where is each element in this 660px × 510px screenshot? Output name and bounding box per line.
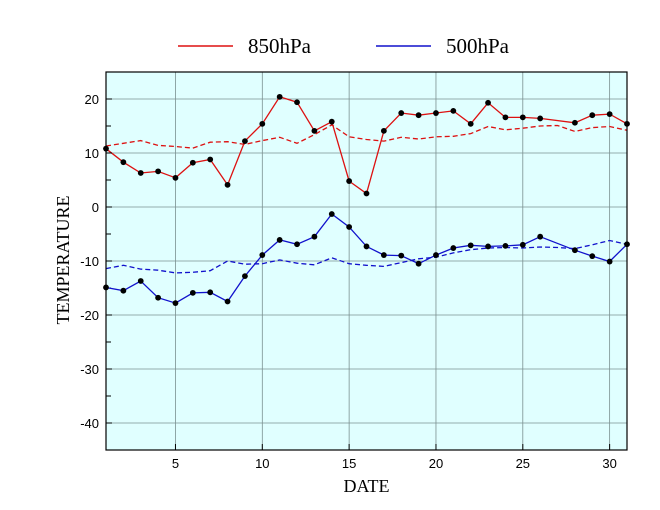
- series-dashed-3: [105, 239, 628, 274]
- data-point: [259, 120, 266, 127]
- data-point: [606, 111, 613, 118]
- data-point: [450, 107, 457, 114]
- data-point: [172, 300, 179, 307]
- axis-ticks: 5 10 15 20 25 30 20 10 0 -10 -20 -30 -40: [80, 92, 617, 471]
- grid-lines: [106, 72, 627, 450]
- data-point: [155, 168, 162, 175]
- legend-label: 850hPa: [248, 34, 312, 58]
- data-point: [294, 241, 300, 248]
- x-tick-label: 5: [172, 456, 179, 471]
- data-point: [189, 159, 196, 166]
- data-point: [467, 120, 474, 127]
- data-point: [242, 273, 248, 280]
- data-point: [502, 242, 509, 249]
- data-point: [467, 242, 474, 249]
- data-point: [380, 127, 387, 134]
- x-tick-label: 10: [255, 456, 269, 471]
- data-point: [363, 190, 370, 197]
- series-line: [105, 124, 628, 149]
- data-point: [415, 260, 422, 267]
- data-point: [207, 289, 214, 296]
- y-tick-label: 20: [85, 92, 99, 107]
- data-point: [433, 252, 439, 258]
- data-point: [328, 211, 335, 217]
- y-tick-label: -20: [80, 308, 99, 323]
- series-500hPa-1: [103, 211, 630, 307]
- series-line: [105, 213, 628, 304]
- series-layer: [103, 93, 630, 307]
- data-point: [450, 245, 457, 251]
- data-point: [363, 243, 370, 250]
- data-point: [276, 237, 283, 243]
- data-point: [137, 278, 144, 284]
- data-point: [398, 252, 405, 259]
- data-point: [259, 252, 266, 258]
- y-tick-label: 0: [92, 200, 99, 215]
- series-line: [105, 239, 628, 274]
- data-point: [485, 99, 491, 106]
- data-point: [346, 178, 353, 184]
- y-tick-label: 10: [85, 146, 99, 161]
- data-point: [485, 243, 491, 250]
- y-axis-label: TEMPERATURE: [53, 195, 73, 324]
- data-point: [606, 258, 613, 265]
- x-tick-label: 15: [342, 456, 356, 471]
- legend: 850hPa 500hPa: [178, 34, 510, 58]
- data-point: [137, 170, 144, 176]
- data-point: [398, 110, 405, 116]
- data-point: [589, 112, 596, 119]
- data-point: [380, 252, 387, 258]
- data-point: [537, 115, 544, 122]
- data-point: [294, 99, 300, 106]
- data-point: [572, 119, 578, 126]
- series-850hPa-0: [103, 93, 630, 197]
- y-tick-label: -40: [80, 416, 99, 431]
- data-point: [276, 93, 283, 100]
- data-point: [415, 112, 422, 119]
- data-point: [207, 156, 214, 163]
- data-point: [120, 287, 127, 294]
- data-point: [189, 289, 196, 296]
- x-tick-label: 20: [429, 456, 443, 471]
- y-tick-label: -10: [80, 254, 99, 269]
- data-point: [537, 233, 544, 240]
- x-axis-label: DATE: [344, 476, 390, 496]
- data-point: [155, 294, 162, 301]
- series-dashed-2: [105, 124, 628, 149]
- data-point: [519, 114, 526, 121]
- data-point: [328, 118, 335, 125]
- data-point: [572, 247, 578, 254]
- data-point: [311, 127, 318, 134]
- data-point: [519, 241, 526, 248]
- data-point: [589, 253, 596, 260]
- legend-label: 500hPa: [446, 34, 510, 58]
- series-line: [105, 96, 628, 195]
- data-point: [346, 224, 353, 230]
- data-point: [311, 233, 318, 240]
- x-tick-label: 25: [516, 456, 530, 471]
- data-point: [502, 114, 509, 121]
- data-point: [224, 181, 231, 188]
- data-point: [224, 298, 231, 305]
- data-point: [120, 159, 127, 166]
- data-point: [433, 110, 439, 116]
- data-point: [242, 138, 248, 145]
- y-tick-label: -30: [80, 362, 99, 377]
- x-tick-label: 30: [602, 456, 616, 471]
- data-point: [172, 174, 179, 181]
